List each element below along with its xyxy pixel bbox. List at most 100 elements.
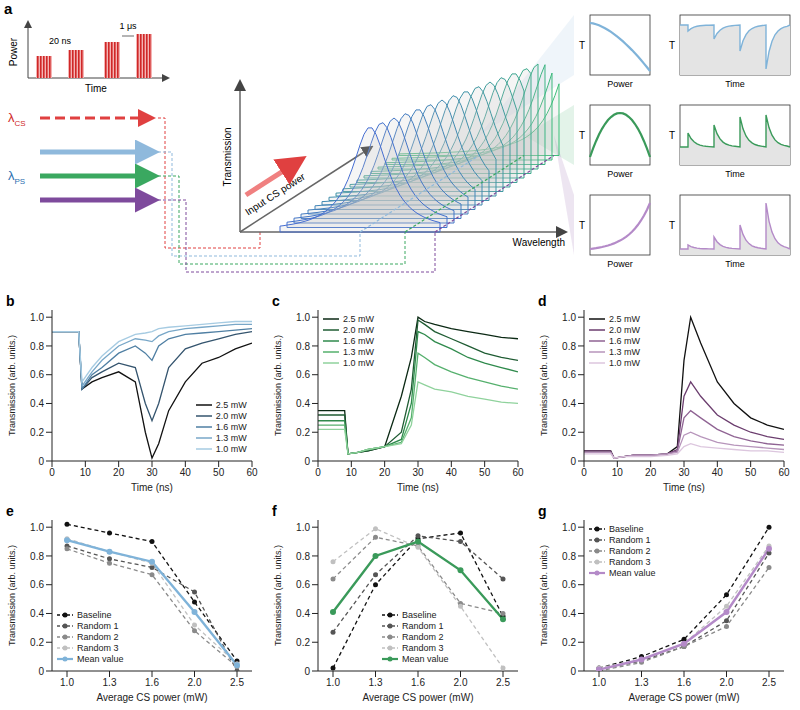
svg-text:1.0: 1.0 [592,677,606,688]
svg-text:60: 60 [512,467,524,478]
svg-text:0.8: 0.8 [30,341,44,352]
svg-text:30: 30 [678,467,690,478]
svg-text:10: 10 [346,467,358,478]
svg-text:Power: Power [8,37,19,66]
svg-text:30: 30 [146,467,158,478]
svg-text:2.0: 2.0 [720,677,734,688]
svg-text:0: 0 [570,666,576,677]
svg-text:Transmission: Transmission [222,127,233,186]
svg-text:0: 0 [304,666,310,677]
svg-text:1.0: 1.0 [60,677,74,688]
svg-text:40: 40 [712,467,724,478]
svg-text:0.8: 0.8 [296,551,310,562]
svg-text:50: 50 [213,467,225,478]
svg-text:2.0: 2.0 [188,677,202,688]
svg-text:0.2: 0.2 [296,637,310,648]
svg-text:50: 50 [745,467,757,478]
svg-text:Transmission (arb. units.): Transmission (arb. units.) [7,335,17,436]
svg-text:0.4: 0.4 [30,608,44,619]
svg-text:0: 0 [304,456,310,467]
svg-text:Average CS power (mW): Average CS power (mW) [629,692,740,703]
svg-text:T: T [669,130,675,141]
svg-text:0.6: 0.6 [562,369,576,380]
svg-text:1.6: 1.6 [677,677,691,688]
svg-text:0.2: 0.2 [30,637,44,648]
svg-text:Power: Power [607,259,633,269]
svg-text:40: 40 [446,467,458,478]
svg-text:λCS: λCS [8,110,26,128]
svg-text:30: 30 [412,467,424,478]
svg-text:Wavelength: Wavelength [513,237,565,248]
svg-text:Transmission (arb. units.): Transmission (arb. units.) [273,335,283,436]
svg-text:0: 0 [315,467,321,478]
svg-text:Average CS power (mW): Average CS power (mW) [363,692,474,703]
svg-text:1.0: 1.0 [30,312,44,323]
svg-text:60: 60 [778,467,790,478]
svg-text:2.5: 2.5 [496,677,510,688]
svg-text:Average CS power (mW): Average CS power (mW) [97,692,208,703]
svg-text:0.8: 0.8 [30,551,44,562]
svg-text:λPS: λPS [8,168,25,186]
svg-text:0: 0 [570,456,576,467]
svg-text:20: 20 [645,467,657,478]
svg-text:Transmission (arb. units.): Transmission (arb. units.) [539,545,549,646]
svg-text:0.6: 0.6 [296,369,310,380]
svg-text:0: 0 [49,467,55,478]
svg-text:0.4: 0.4 [296,398,310,409]
svg-text:Time: Time [725,259,745,269]
svg-text:0.6: 0.6 [30,579,44,590]
svg-text:Transmission (arb. units.): Transmission (arb. units.) [539,335,549,436]
svg-text:Time: Time [725,169,745,179]
svg-text:Transmission (arb. units.): Transmission (arb. units.) [7,545,17,646]
svg-text:1 μs: 1 μs [119,21,137,31]
svg-text:20 ns: 20 ns [49,36,72,46]
svg-text:1.3: 1.3 [635,677,649,688]
svg-text:Time: Time [85,83,107,94]
svg-text:0.6: 0.6 [562,579,576,590]
svg-text:1.3: 1.3 [369,677,383,688]
svg-text:0.4: 0.4 [562,398,576,409]
svg-text:2.5: 2.5 [762,677,776,688]
svg-text:1.6: 1.6 [145,677,159,688]
svg-text:1.6: 1.6 [411,677,425,688]
svg-text:0.6: 0.6 [30,369,44,380]
svg-text:0.6: 0.6 [296,579,310,590]
svg-text:Time (ns): Time (ns) [663,482,705,493]
svg-text:Time: Time [725,79,745,89]
svg-text:0: 0 [38,456,44,467]
svg-text:1.0: 1.0 [296,522,310,533]
svg-text:Time (ns): Time (ns) [131,482,173,493]
svg-text:0.2: 0.2 [562,637,576,648]
svg-text:0.2: 0.2 [30,427,44,438]
svg-text:0.8: 0.8 [296,341,310,352]
svg-text:0: 0 [581,467,587,478]
svg-text:a: a [4,0,13,17]
svg-text:60: 60 [246,467,258,478]
svg-text:20: 20 [113,467,125,478]
svg-text:T: T [579,220,585,231]
svg-text:1.0: 1.0 [562,522,576,533]
svg-text:10: 10 [80,467,92,478]
svg-text:0.4: 0.4 [562,608,576,619]
svg-text:0: 0 [38,666,44,677]
svg-text:0.8: 0.8 [562,551,576,562]
svg-text:1.0: 1.0 [30,522,44,533]
svg-text:2.0: 2.0 [454,677,468,688]
svg-text:Time (ns): Time (ns) [397,482,439,493]
svg-text:Transmission (arb. units.): Transmission (arb. units.) [273,545,283,646]
svg-text:0.4: 0.4 [296,608,310,619]
svg-text:0.8: 0.8 [562,341,576,352]
svg-text:0.2: 0.2 [296,427,310,438]
svg-text:1.0: 1.0 [562,312,576,323]
svg-text:2.5: 2.5 [230,677,244,688]
svg-text:T: T [669,220,675,231]
svg-text:40: 40 [180,467,192,478]
svg-text:50: 50 [479,467,491,478]
svg-text:10: 10 [612,467,624,478]
svg-text:T: T [669,40,675,51]
svg-text:T: T [579,130,585,141]
svg-text:Power: Power [607,79,633,89]
svg-text:T: T [579,40,585,51]
svg-text:0.2: 0.2 [562,427,576,438]
svg-text:Power: Power [607,169,633,179]
